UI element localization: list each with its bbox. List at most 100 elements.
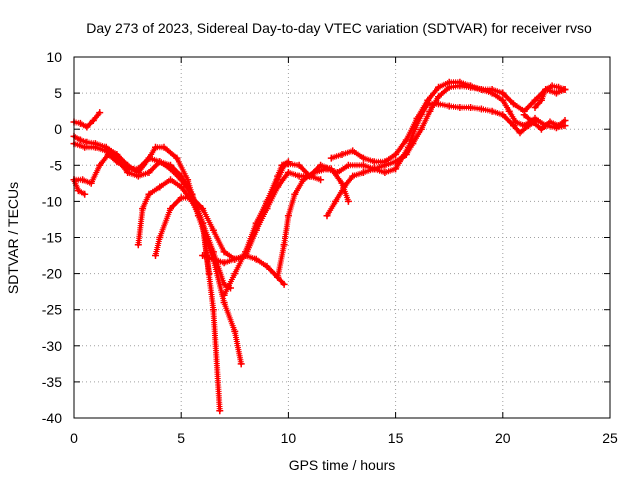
data-point — [338, 151, 346, 158]
data-point — [76, 119, 84, 127]
data-point — [199, 252, 207, 259]
data-point — [152, 252, 159, 259]
data-point — [134, 241, 142, 249]
data-point — [477, 86, 485, 93]
data-point — [177, 176, 185, 184]
data-point — [349, 172, 357, 180]
data-point — [167, 165, 174, 173]
data-point — [83, 138, 91, 146]
data-point — [209, 226, 217, 234]
y-axis-label: SDTVAR / TECUs — [5, 182, 21, 294]
data-point — [113, 158, 121, 166]
data-point — [199, 219, 207, 227]
data-point — [529, 118, 537, 126]
data-point — [231, 327, 239, 335]
data-point — [205, 270, 213, 278]
data-point — [237, 360, 245, 368]
data-point — [139, 205, 147, 213]
data-point — [381, 158, 389, 166]
data-point — [327, 165, 335, 173]
data-point — [548, 82, 556, 90]
data-point — [531, 114, 539, 122]
series-arc-12 — [327, 78, 569, 166]
y-tick-label: 0 — [54, 121, 62, 137]
data-point — [445, 78, 453, 86]
tick-layer: 0 5 10 15 20 25 -40 -35 -30 -25 -20 -15 -10 -5 0 5 10 — [42, 49, 618, 446]
data-point — [359, 161, 367, 169]
data-point — [561, 86, 569, 93]
data-point — [542, 86, 550, 93]
data-point — [252, 226, 260, 234]
data-point — [280, 280, 288, 288]
series-arc-15 — [520, 111, 569, 133]
data-point — [274, 273, 282, 281]
data-point — [145, 169, 153, 176]
data-point — [177, 183, 185, 191]
series-arc-10 — [274, 100, 539, 281]
data-point — [505, 107, 513, 115]
data-point — [177, 194, 185, 202]
data-point — [145, 190, 153, 198]
data-point — [417, 125, 425, 133]
data-point — [104, 151, 112, 158]
y-tick-label: -25 — [42, 302, 62, 318]
data-point — [359, 154, 367, 162]
data-point — [426, 107, 434, 115]
data-point — [284, 158, 292, 166]
data-point — [445, 102, 453, 110]
x-axis-label: GPS time / hours — [289, 457, 396, 473]
data-point — [424, 96, 432, 104]
data-point — [409, 140, 417, 148]
series-line — [72, 142, 222, 413]
data-point — [83, 123, 91, 131]
data-point — [145, 154, 153, 162]
data-point — [167, 176, 174, 184]
data-point — [167, 205, 174, 213]
data-point — [392, 151, 400, 158]
data-point — [231, 255, 239, 263]
y-tick-label: -35 — [42, 374, 62, 390]
data-point — [555, 122, 562, 130]
data-point — [332, 197, 340, 205]
series-arc-9 — [220, 158, 292, 299]
data-point — [220, 280, 228, 288]
data-point — [74, 187, 82, 195]
data-point — [199, 205, 207, 213]
data-point — [220, 259, 228, 267]
data-point — [323, 212, 331, 220]
data-point — [220, 248, 228, 256]
data-point — [499, 96, 507, 104]
x-tick-label: 0 — [70, 430, 78, 446]
data-point — [152, 143, 159, 151]
data-point — [359, 169, 367, 176]
y-tick-label: 10 — [46, 49, 62, 65]
data-point — [91, 140, 99, 148]
data-point — [344, 161, 352, 169]
y-tick-label: -30 — [42, 338, 62, 354]
data-point — [173, 154, 181, 162]
data-point — [531, 96, 539, 104]
data-point — [317, 176, 325, 184]
y-tick-label: -10 — [42, 193, 62, 209]
data-point — [510, 122, 517, 130]
data-point — [274, 183, 282, 191]
series-arc-1 — [70, 109, 104, 131]
x-tick-label: 5 — [177, 430, 185, 446]
data-point — [134, 169, 142, 176]
data-point — [284, 212, 292, 220]
y-tick-label: -5 — [50, 157, 63, 173]
data-point — [156, 158, 164, 166]
data-point — [512, 118, 520, 126]
data-point — [338, 179, 346, 187]
data-point — [295, 161, 303, 169]
data-point — [242, 252, 249, 259]
data-point — [520, 122, 528, 130]
data-point — [81, 190, 89, 198]
data-point — [349, 147, 357, 155]
data-point — [209, 248, 217, 256]
data-point — [370, 165, 378, 173]
data-point — [561, 117, 569, 124]
data-point — [284, 169, 292, 176]
data-point — [537, 125, 545, 133]
